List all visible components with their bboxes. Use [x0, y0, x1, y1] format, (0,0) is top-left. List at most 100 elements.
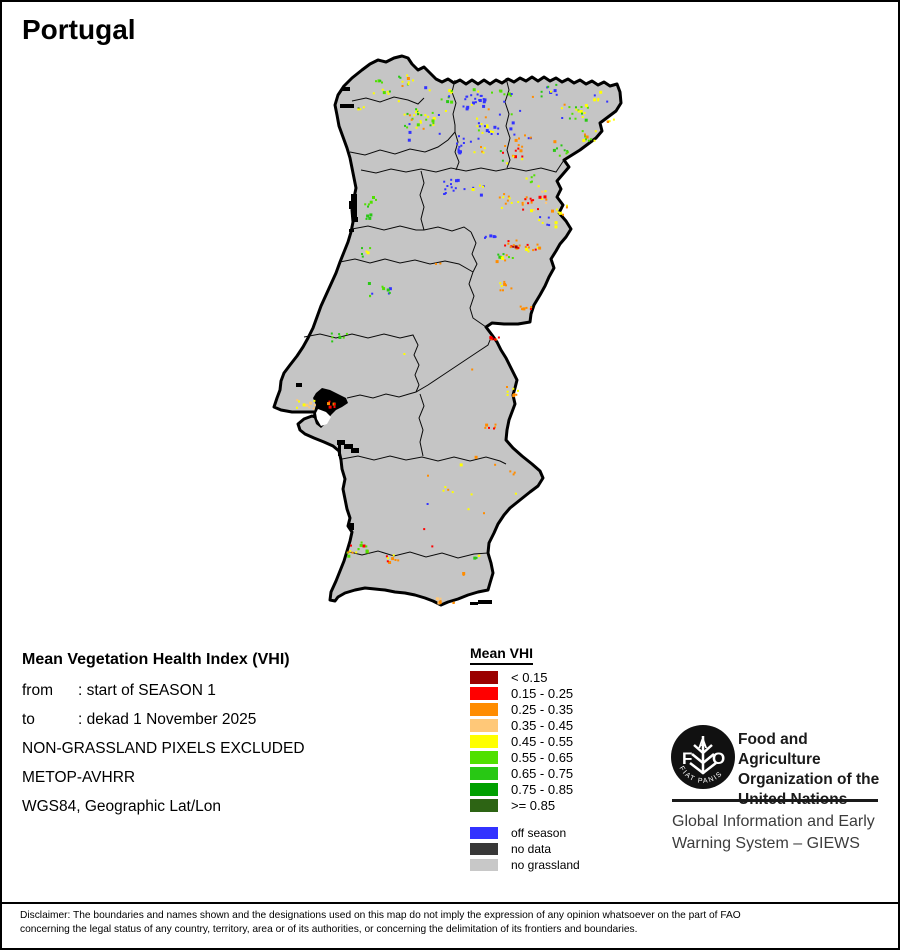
vhi-pixel [368, 216, 372, 220]
vhi-pixel [372, 92, 375, 95]
vhi-pixel [444, 110, 447, 112]
vhi-pixel [403, 113, 406, 116]
vhi-pixel [554, 221, 558, 225]
vhi-pixel [470, 493, 473, 496]
vhi-pixel [507, 240, 510, 243]
vhi-pixel [606, 100, 609, 103]
legend-title: Mean VHI [470, 645, 534, 665]
vhi-pixel [524, 245, 527, 248]
vhi-pixel [529, 197, 532, 200]
vhi-pixel [494, 338, 497, 341]
vhi-pixel [372, 196, 375, 199]
vhi-pixel [432, 124, 435, 126]
vhi-pixel [494, 426, 496, 429]
vhi-pixel [466, 95, 469, 98]
vhi-pixel [452, 601, 455, 604]
vhi-pixel [338, 336, 342, 339]
vhi-pixel [599, 90, 603, 94]
vhi-pixel [530, 199, 533, 202]
vhi-pixel [499, 289, 502, 292]
vhi-pixel [581, 112, 583, 115]
vhi-pixel [478, 125, 481, 128]
legend-label: 0.35 - 0.45 [511, 718, 574, 733]
vhi-pixel [407, 138, 411, 142]
legend-label: >= 0.85 [511, 798, 556, 813]
info-line: NON-GRASSLAND PIXELS EXCLUDED [22, 740, 305, 757]
vhi-pixel [513, 471, 516, 474]
vhi-pixel [425, 118, 428, 121]
vhi-pixel [427, 474, 429, 477]
legend-row: < 0.15 [470, 670, 580, 685]
vhi-pixel [551, 209, 554, 213]
vhi-pixel [506, 386, 508, 388]
vhi-pixel [473, 151, 476, 154]
vhi-pixel [394, 559, 397, 561]
vhi-pixel [365, 545, 368, 548]
water-body [344, 444, 353, 449]
vhi-pixel [440, 98, 443, 101]
vhi-pixel [426, 503, 429, 505]
vhi-pixel [381, 88, 384, 91]
vhi-pixel [404, 124, 406, 127]
vhi-pixel [510, 201, 513, 204]
vhi-pixel [505, 254, 508, 257]
vhi-pixel [512, 155, 515, 158]
vhi-pixel [508, 197, 511, 200]
vhi-pixel [557, 211, 560, 214]
vhi-pixel [554, 225, 558, 229]
info-line: METOP-AVHRR [22, 769, 136, 786]
vhi-pixel [450, 186, 453, 189]
vhi-pixel [550, 90, 552, 93]
vhi-pixel [369, 247, 372, 250]
legend-label: < 0.15 [511, 670, 548, 685]
vhi-pixel [406, 77, 410, 80]
vhi-pixel [575, 108, 578, 111]
vhi-pixel [415, 108, 418, 111]
vhi-pixel [497, 253, 500, 256]
vhi-pixel [463, 188, 466, 191]
vhi-pixel [366, 251, 370, 255]
svg-text:O: O [712, 749, 725, 768]
district-boundary [504, 77, 511, 169]
vhi-pixel [387, 557, 389, 560]
vhi-pixel [450, 90, 453, 93]
vhi-pixel [497, 336, 500, 339]
vhi-pixel [544, 190, 547, 193]
vhi-pixel [546, 223, 549, 226]
vhi-pixel [484, 426, 487, 429]
vhi-pixel [504, 202, 507, 205]
vhi-pixel [527, 202, 530, 205]
vhi-pixel [479, 184, 481, 187]
vhi-pixel [381, 81, 383, 84]
vhi-pixel [447, 488, 450, 491]
vhi-pixel [571, 112, 574, 115]
vhi-pixel [480, 146, 482, 148]
vhi-pixel [450, 100, 454, 104]
vhi-pixel [313, 404, 316, 407]
vhi-pixel [509, 94, 512, 97]
vhi-pixel [517, 201, 520, 203]
vhi-pixel [493, 427, 495, 430]
vhi-pixel [397, 559, 400, 562]
legend-row: 0.65 - 0.75 [470, 766, 580, 781]
vhi-pixel [514, 492, 517, 495]
district-boundary [468, 271, 487, 328]
legend-extra: off season no data no grassland [470, 826, 580, 872]
vhi-pixel [498, 113, 501, 116]
legend-swatch [470, 687, 498, 700]
district-boundary [341, 455, 507, 465]
legend-row: off season [470, 826, 580, 840]
legend-label: 0.65 - 0.75 [511, 766, 574, 781]
vhi-pixel [514, 149, 517, 152]
vhi-pixel [330, 332, 333, 335]
vhi-pixel [495, 260, 499, 264]
vhi-pixel [347, 551, 350, 554]
vhi-pixel [505, 284, 507, 287]
vhi-pixel [312, 407, 315, 410]
vhi-pixel [536, 243, 539, 246]
vhi-pixel [446, 100, 450, 104]
vhi-pixel [525, 196, 528, 199]
legend-swatch [470, 751, 498, 764]
vhi-pixel [423, 528, 426, 531]
